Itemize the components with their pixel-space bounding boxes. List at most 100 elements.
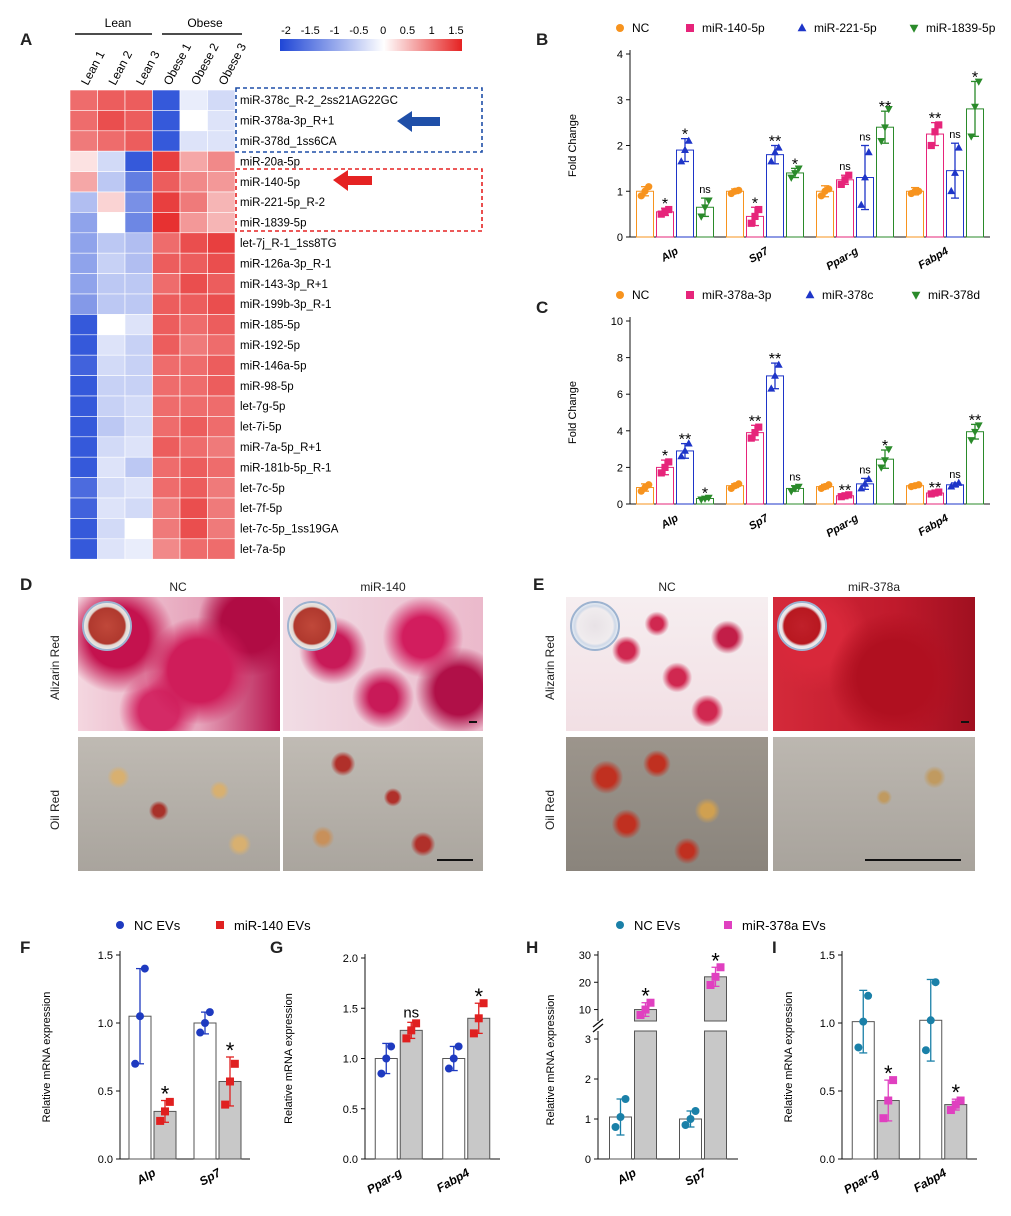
bar (786, 172, 804, 238)
heatmap-cell (69, 518, 98, 540)
data-point (927, 141, 935, 150)
heatmap-cell (69, 293, 98, 315)
y-tick-label: 2 (585, 1074, 591, 1086)
data-point (646, 998, 655, 1007)
data-point (825, 481, 833, 489)
legend-fg: NC EVs miR-140 EVs (116, 918, 311, 933)
well-inset-image (570, 601, 620, 651)
photo-d-alizarin-mir140 (283, 597, 483, 731)
y-tick-label: 2.0 (343, 953, 358, 965)
y-tick-label: 20 (579, 977, 591, 989)
heatmap-cell (207, 273, 236, 295)
data-point (201, 1019, 209, 1027)
heatmap-cell (124, 395, 153, 417)
heatmap-cell (179, 497, 208, 519)
heatmap-cell (152, 273, 181, 295)
legend-label: miR-378d (928, 288, 980, 302)
heatmap-cell (69, 110, 98, 132)
significance-label: * (752, 195, 758, 212)
data-point (884, 1096, 893, 1105)
heatmap-cell (207, 314, 236, 336)
bar (442, 1058, 466, 1160)
heatmap-cell (179, 212, 208, 234)
heatmap-cell (97, 395, 126, 417)
y-tick-label: 1.0 (98, 1018, 113, 1030)
x-category-label: Ppar-g (824, 245, 860, 273)
bar (926, 133, 944, 238)
heatmap-cell (69, 477, 98, 499)
photo-d-col-nc: NC (169, 580, 187, 594)
x-category-label: Sp7 (682, 1165, 709, 1189)
significance-label: * (702, 486, 708, 503)
x-category-label: Alp (614, 1165, 639, 1187)
heatmap-cell (152, 252, 181, 274)
legend-marker (616, 921, 624, 929)
color-scale-tick: -1.5 (301, 25, 320, 37)
data-point (747, 219, 755, 227)
data-point (474, 1014, 483, 1023)
heatmap-row-label: let-7c-5p (240, 483, 285, 495)
data-point (677, 452, 686, 460)
legend-label: NC EVs (634, 918, 681, 933)
x-category-label: Alp (658, 245, 680, 265)
heatmap-cell (152, 191, 181, 213)
significance-label: ** (769, 134, 781, 151)
axis-break-mark (592, 1018, 604, 1028)
data-point (974, 422, 983, 430)
x-category-label: Ppar-g (824, 512, 860, 540)
heatmap-cell (124, 232, 153, 254)
heatmap-cell (207, 171, 236, 193)
color-scale-tick: -2 (281, 25, 291, 37)
heatmap-cell (69, 334, 98, 356)
data-point (661, 463, 669, 471)
significance-label: ns (699, 184, 711, 196)
chart-b: NC miR-140-5p miR-221-5p miR-1839-5p 0 1 2 3 4 Fo… (567, 21, 996, 273)
x-category-label: Fabp4 (916, 245, 950, 272)
heatmap-cell (207, 518, 236, 540)
data-point (974, 78, 983, 86)
data-point (794, 165, 803, 173)
data-point (794, 483, 803, 491)
data-point (196, 1028, 205, 1037)
photo-e-oilred-nc (566, 737, 768, 871)
legend-label: miR-140-5p (702, 21, 765, 35)
heatmap-row-label: miR-378a-3p_R+1 (240, 116, 334, 128)
y-axis-label: Fold Change (567, 114, 579, 177)
data-point (791, 170, 799, 178)
scale-bar (961, 721, 969, 723)
data-point (621, 1095, 630, 1103)
y-tick-label: 30 (579, 950, 591, 962)
significance-label: ** (749, 413, 761, 430)
heatmap-cell (179, 171, 208, 193)
photo-d-oilred-mir140 (283, 737, 483, 871)
y-tick-label: 3 (585, 1034, 591, 1046)
significance-label: ** (879, 99, 891, 116)
data-point (382, 1054, 391, 1063)
heatmap-cell (69, 252, 98, 274)
heatmap-cell (207, 395, 236, 417)
legend-label: NC (632, 21, 650, 35)
heatmap-cell (152, 477, 181, 499)
heatmap-cell (69, 212, 98, 234)
data-point (681, 1121, 690, 1129)
heatmap-cell (97, 456, 126, 478)
photo-e-row-oilred: Oil Red (543, 789, 557, 830)
bar (704, 1030, 727, 1160)
data-point (156, 1116, 165, 1125)
data-point (864, 474, 873, 483)
data-point (854, 1043, 863, 1052)
data-point (469, 1029, 478, 1038)
legend-marker (909, 24, 919, 33)
data-point (935, 488, 943, 496)
data-point (681, 446, 689, 454)
color-scale-tick: 0 (380, 25, 386, 37)
heatmap-cell (124, 375, 153, 397)
significance-label: * (711, 948, 720, 973)
heatmap-cell (97, 293, 126, 315)
heatmap-cell (179, 273, 208, 295)
legend-marker (911, 291, 921, 300)
data-point (951, 168, 959, 176)
photo-e-alizarin-nc (566, 597, 768, 731)
data-point (971, 103, 979, 111)
